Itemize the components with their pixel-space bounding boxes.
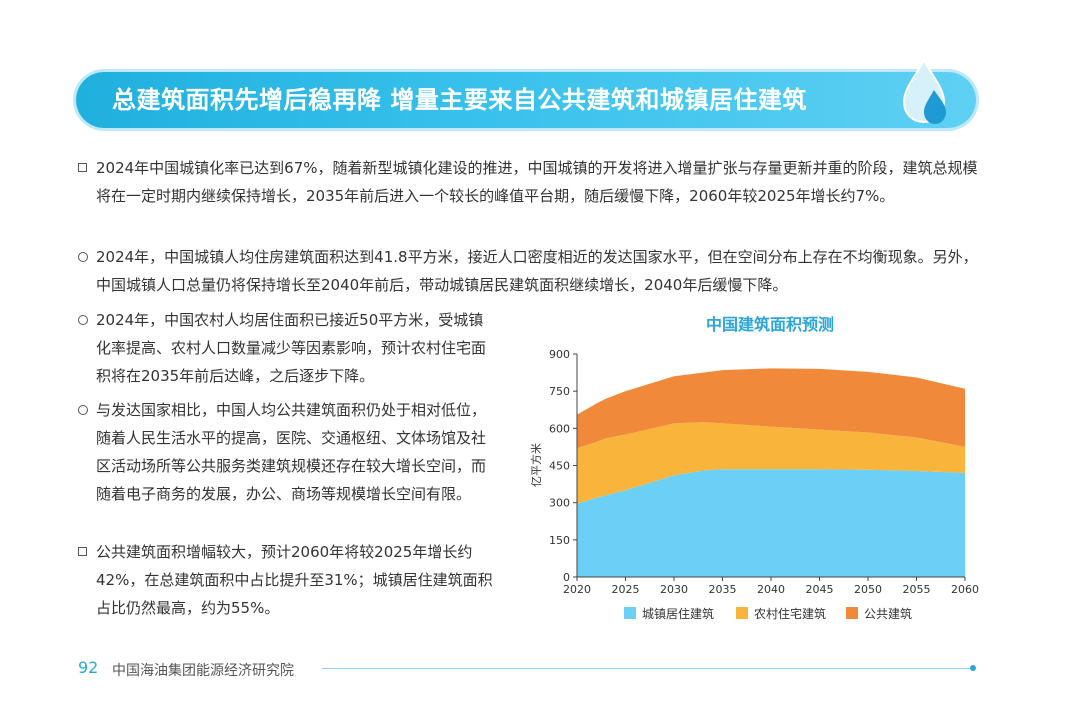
x-tick-label: 2035 (709, 583, 737, 596)
square-bullet-icon (78, 163, 87, 172)
paragraph-4: 与发达国家相比，中国人均公共建筑面积仍处于相对低位，随着人民生活水平的提高，医院… (78, 396, 496, 508)
x-tick-label: 2050 (854, 583, 882, 596)
page-title: 总建筑面积先增后稳再降 增量主要来自公共建筑和城镇居住建筑 (112, 86, 807, 114)
legend-label: 公共建筑 (864, 606, 912, 621)
chart-title: 中国建筑面积预测 (706, 315, 834, 334)
paragraph-2: 2024年，中国城镇人均住房建筑面积达到41.8平方米，接近人口密度相近的发达国… (78, 243, 978, 299)
circle-bullet-icon (78, 252, 88, 262)
legend-swatch (736, 607, 748, 619)
building-area-chart: 中国建筑面积预测 亿平方米 0 150 300 450 600 750 900 2020 202… (529, 315, 979, 621)
x-tick-label: 2055 (903, 583, 931, 596)
legend-swatch (624, 607, 636, 619)
footer-organization: 中国海油集团能源经济研究院 (112, 663, 294, 679)
water-drop-icon (902, 57, 946, 124)
title-banner: 总建筑面积先增后稳再降 增量主要来自公共建筑和城镇居住建筑 (76, 72, 976, 128)
area-series-2 (577, 422, 965, 504)
y-tick-label: 600 (549, 422, 570, 435)
y-tick-label: 750 (549, 385, 570, 398)
x-tick-label: 2045 (806, 583, 834, 596)
x-tick-label: 2060 (951, 583, 979, 596)
circle-bullet-icon (78, 405, 88, 415)
footer-divider (322, 668, 972, 669)
paragraph-1: 2024年中国城镇化率已达到67%，随着新型城镇化建设的推进，中国城镇的开发将进… (78, 154, 978, 210)
paragraph-5: 公共建筑面积增幅较大，预计2060年将较2025年增长约42%，在总建筑面积中占… (78, 538, 496, 622)
legend-label: 农村住宅建筑 (754, 606, 826, 621)
area-series-1 (577, 469, 965, 577)
area-series-3 (577, 368, 965, 449)
page-number: 92 (78, 658, 99, 677)
circle-bullet-icon (78, 315, 88, 325)
paragraph-3: 2024年，中国农村人均居住面积已接近50平方米，受城镇化率提高、农村人口数量减… (78, 306, 496, 390)
y-tick-label: 300 (549, 497, 570, 510)
y-tick-label: 900 (549, 348, 570, 361)
square-bullet-icon (78, 547, 87, 556)
legend-label: 城镇居住建筑 (642, 606, 714, 621)
x-tick-label: 2020 (563, 583, 591, 596)
x-tick-label: 2030 (660, 583, 688, 596)
y-axis-label: 亿平方米 (529, 443, 543, 487)
y-tick-label: 0 (563, 571, 570, 584)
x-tick-label: 2040 (757, 583, 785, 596)
y-tick-label: 150 (549, 534, 570, 547)
y-tick-label: 450 (549, 460, 570, 473)
legend-swatch (846, 607, 858, 619)
footer-dot (970, 665, 976, 671)
x-tick-label: 2025 (612, 583, 640, 596)
